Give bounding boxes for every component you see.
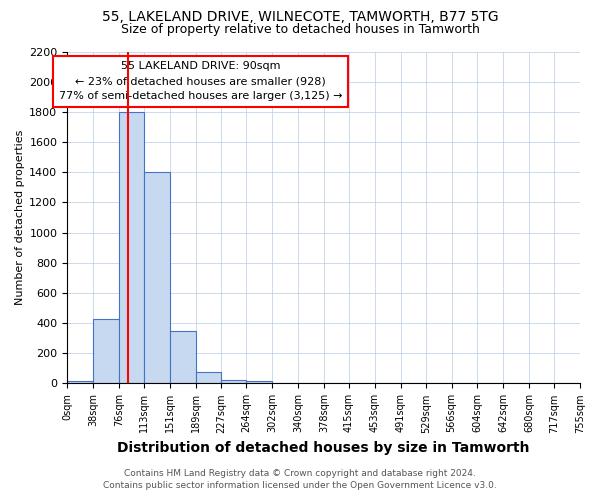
Text: Contains HM Land Registry data © Crown copyright and database right 2024.
Contai: Contains HM Land Registry data © Crown c… — [103, 468, 497, 490]
Bar — [67, 381, 93, 384]
Bar — [144, 172, 170, 384]
Text: Size of property relative to detached houses in Tamworth: Size of property relative to detached ho… — [121, 22, 479, 36]
Bar — [221, 380, 247, 384]
Bar — [170, 330, 196, 384]
Text: 55 LAKELAND DRIVE: 90sqm
← 23% of detached houses are smaller (928)
77% of semi-: 55 LAKELAND DRIVE: 90sqm ← 23% of detach… — [59, 62, 342, 101]
Bar — [119, 112, 144, 384]
Bar — [247, 381, 272, 384]
X-axis label: Distribution of detached houses by size in Tamworth: Distribution of detached houses by size … — [118, 441, 530, 455]
Bar — [93, 320, 119, 384]
Y-axis label: Number of detached properties: Number of detached properties — [15, 130, 25, 305]
Text: 55, LAKELAND DRIVE, WILNECOTE, TAMWORTH, B77 5TG: 55, LAKELAND DRIVE, WILNECOTE, TAMWORTH,… — [101, 10, 499, 24]
Bar — [196, 372, 221, 384]
